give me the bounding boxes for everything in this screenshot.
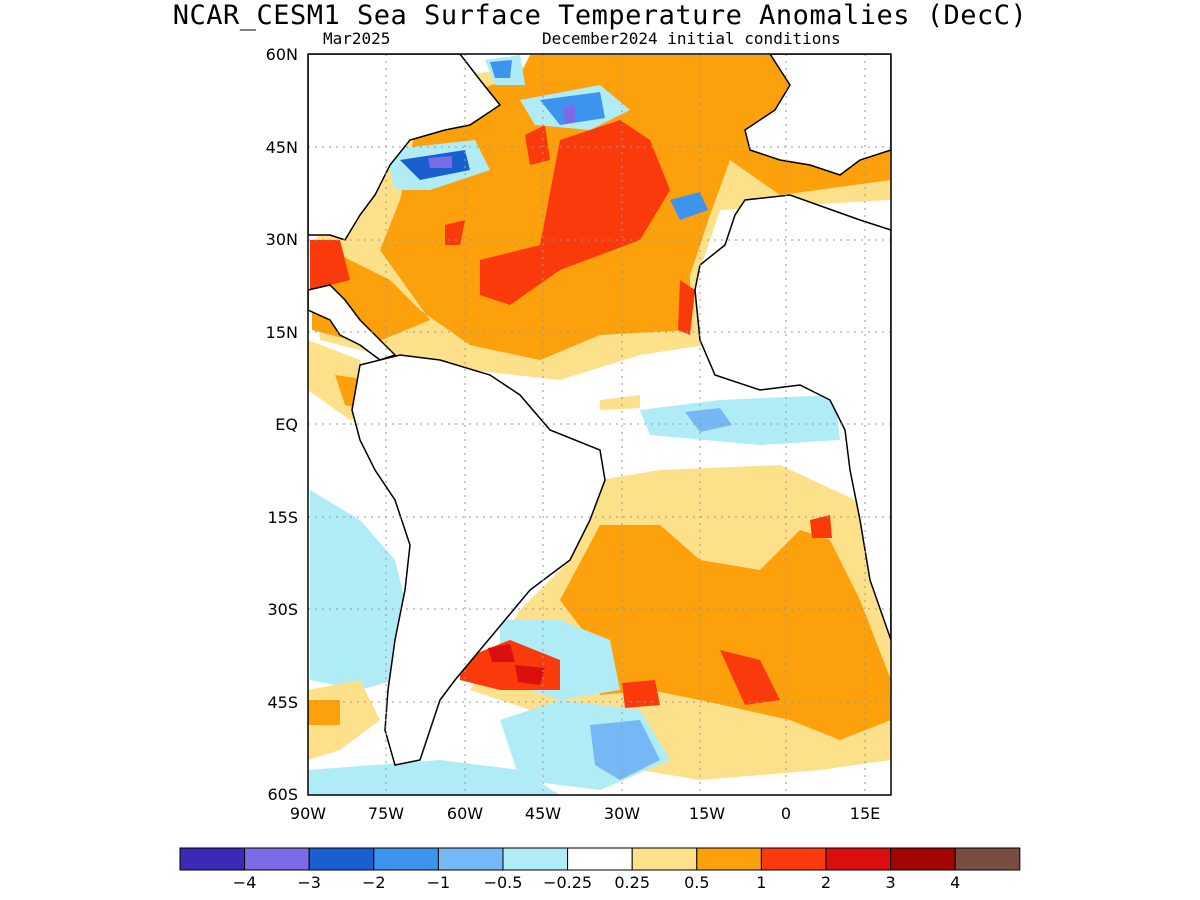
colorbar-swatch <box>826 848 891 870</box>
colorbar-label: −0.5 <box>484 873 523 892</box>
anomaly-region <box>308 700 340 725</box>
lon-label: 0 <box>781 804 791 823</box>
lon-label: 60W <box>447 804 483 823</box>
lon-label: 15W <box>689 804 725 823</box>
colorbar-swatch <box>761 848 826 870</box>
colorbar-label: 3 <box>886 873 896 892</box>
colorbar-swatch <box>309 848 374 870</box>
anomaly-field <box>308 54 891 795</box>
lat-label: 15S <box>256 508 298 527</box>
colorbar-swatch <box>891 848 956 870</box>
colorbar-swatch <box>955 848 1020 870</box>
anomaly-region <box>622 680 660 708</box>
anomaly-region <box>428 156 452 168</box>
colorbar-label: −2 <box>362 873 386 892</box>
colorbar-label: 2 <box>821 873 831 892</box>
colorbar-label: −3 <box>297 873 321 892</box>
lat-label: 60N <box>256 45 298 64</box>
colorbar-label: −0.25 <box>543 873 592 892</box>
colorbar-swatch <box>503 848 568 870</box>
colorbar-label: −4 <box>233 873 257 892</box>
lat-label: 45N <box>256 138 298 157</box>
lon-label: 30W <box>604 804 640 823</box>
colorbar-swatch <box>374 848 439 870</box>
colorbar-swatch <box>180 848 245 870</box>
lon-label: 45W <box>525 804 561 823</box>
colorbar-swatch <box>438 848 503 870</box>
lat-label: 45S <box>256 693 298 712</box>
colorbar-swatch <box>245 848 310 870</box>
lat-label: EQ <box>256 415 298 434</box>
colorbar-label: 4 <box>950 873 960 892</box>
lon-label: 90W <box>290 804 326 823</box>
anomaly-region <box>515 665 545 685</box>
colorbar-swatch <box>632 848 697 870</box>
lat-label: 60S <box>256 785 298 804</box>
colorbar-swatch <box>697 848 762 870</box>
colorbar-label: 0.5 <box>684 873 709 892</box>
colorbar-label: 1 <box>756 873 766 892</box>
lat-label: 30S <box>256 600 298 619</box>
lon-label: 15E <box>850 804 880 823</box>
lat-label: 15N <box>256 323 298 342</box>
lon-label: 75W <box>368 804 404 823</box>
colorbar-label: −1 <box>427 873 451 892</box>
colorbar-swatch <box>568 848 633 870</box>
lat-label: 30N <box>256 230 298 249</box>
colorbar-label: 0.25 <box>614 873 650 892</box>
colorbar <box>180 848 1020 870</box>
